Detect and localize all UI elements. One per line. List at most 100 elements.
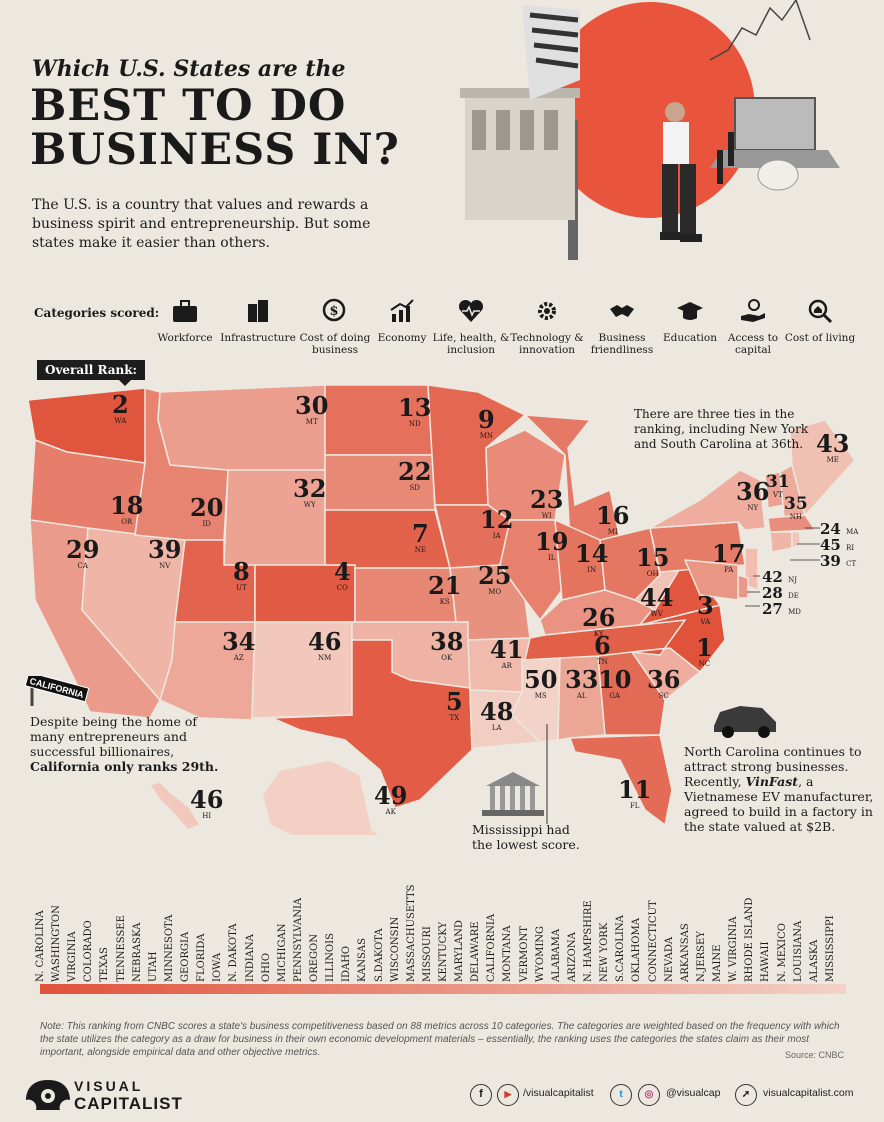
state-label-ar: 41 AR [490, 635, 524, 670]
state-label-ia: 12 IA [480, 505, 514, 540]
ranking-bar-label-text: W. VIRGINIA [728, 916, 740, 982]
category-workforce: Workforce [145, 298, 225, 344]
state-label-al: 33 AL [565, 665, 599, 700]
ranking-bar-label-text: NEBRASKA [131, 922, 143, 982]
northeast-leader-lines [745, 527, 820, 607]
state-label-ky: 26 KY [582, 603, 616, 638]
ranking-bar-label-text: WYOMING [534, 925, 546, 982]
category-cost-of-living: Cost of living [780, 298, 860, 344]
state-label-va: 3 VA [697, 591, 714, 626]
ranking-bar-label-text: MISSOURI [421, 926, 433, 982]
ranking-bar-label-text: OHIO [260, 952, 272, 982]
instagram-icon[interactable]: ◎ [638, 1084, 660, 1106]
overall-rank-label: Overall Rank: [37, 360, 145, 386]
category-label: Education [663, 332, 717, 344]
hand-money-icon [741, 299, 765, 322]
ranking-bar-label-text: WASHINGTON [51, 905, 63, 982]
state-shape-mi [523, 414, 621, 541]
category-label: Infrastructure [220, 332, 296, 344]
category-life-health-inclusion: Life, health, & inclusion [431, 298, 511, 356]
state-label-la: 48 LA [480, 697, 514, 732]
state-label-id: 20 ID [190, 493, 224, 528]
ranking-bar-label-text: TENNESSEE [115, 915, 127, 982]
ranking-bar-label-text: MARYLAND [454, 920, 466, 982]
cursor-icon[interactable]: ➚ [735, 1084, 757, 1106]
state-label-nh: 35 NH [784, 494, 808, 521]
ranking-bar-label-text: NEW YORK [599, 922, 611, 982]
briefcase-icon [173, 300, 197, 322]
north-carolina-note: North Carolina continues to attract stro… [684, 744, 874, 834]
state-label-ms: 50 MS [524, 665, 558, 700]
state-label-wi: 23 WI [530, 485, 564, 520]
category-technology-innovation: Technology & innovation [507, 298, 587, 356]
state-label-nm: 46 NM [308, 627, 342, 662]
state-label-tn: 6 TN [594, 631, 611, 666]
mississippi-pointer [546, 724, 548, 824]
ranking-bar-label-text: ALASKA [808, 939, 820, 982]
facebook-youtube-handle[interactable]: /visualcapitalist [523, 1087, 594, 1099]
twitter-icon[interactable]: t [610, 1084, 632, 1106]
california-sign-illustration: CALIFORNIA [24, 676, 90, 706]
ranking-bar-label-text: FLORIDA [196, 933, 208, 983]
categories-label: Categories scored: [34, 306, 160, 320]
stock-line-illustration [709, 0, 811, 61]
state-label-sc: 36 SC [647, 665, 681, 700]
ranking-bar-label-text: PENNSYLVANIA [292, 897, 304, 982]
state-shape-ma [767, 514, 817, 533]
businessman-illustration [660, 102, 702, 242]
state-label-nv: 39 NV [148, 535, 182, 570]
state-label-nc: 1 NC [696, 633, 713, 668]
ranking-bar-label-text: VERMONT [518, 926, 530, 982]
state-label-nj: 42 NJ [762, 568, 798, 586]
mississippi-note: Mississippi had the lowest score. [472, 822, 580, 852]
ranking-bar-label-text: ARIZONA [566, 932, 578, 982]
ranking-bar-label-text: LOUISIANA [792, 920, 804, 982]
capitol-building-illustration [482, 772, 544, 816]
ranking-bar-label-text: S.DAKOTA [373, 928, 385, 982]
youtube-icon[interactable]: ▶ [497, 1084, 519, 1106]
ranking-bar-label-text: DELAWARE [470, 921, 482, 982]
state-label-wy: 32 WY [293, 474, 327, 509]
state-label-sd: 22 SD [398, 457, 432, 492]
lightbulb-shape [545, 2, 755, 218]
ranking-bar-label-text: MICHIGAN [276, 923, 288, 982]
ranking-bar-labels: N. CAROLINA WASHINGTON VIRGINIA COLORADO TEX… [35, 872, 846, 983]
category-education: Education [650, 298, 730, 344]
car-illustration [714, 706, 776, 738]
state-label-ne: 7 NE [412, 519, 429, 554]
state-label-pa: 17 PA [712, 539, 746, 574]
state-shape-md [683, 559, 739, 601]
ranking-bar-label-text: ARKANSAS [679, 923, 691, 982]
brand-line2: CAPITALIST [74, 1094, 183, 1113]
growth-chart-icon [390, 299, 414, 322]
ranking-bar-label-text: MAINE [712, 944, 724, 982]
heart-pulse-icon [458, 299, 484, 322]
visual-capitalist-wordmark[interactable]: VISUAL CAPITALIST [74, 1078, 183, 1112]
state-label-fl: 11 FL [618, 775, 652, 810]
ranking-bar-label-text: N. CAROLINA [35, 910, 46, 982]
twitter-instagram-handle[interactable]: @visualcap [666, 1087, 721, 1099]
title-line-best: BEST TO DO [30, 81, 347, 131]
ranking-bar-label-text: IOWA [212, 952, 224, 982]
facebook-icon[interactable]: f [470, 1084, 492, 1106]
visual-capitalist-logo-icon [26, 1080, 70, 1110]
title-line-business: BUSINESS IN? [30, 125, 400, 175]
ranking-bar-label-text: GEORGIA [180, 931, 192, 982]
state-label-ct: 39 CT [820, 552, 857, 570]
state-label-co: 4 CO [334, 557, 351, 592]
state-label-mt: 30 MT [295, 391, 329, 426]
state-label-ma: 24 MA [820, 520, 859, 538]
state-label-tx: 5 TX [446, 687, 463, 722]
california-note: Despite being the home of many entrepren… [30, 714, 219, 774]
state-label-il: 19 IL [535, 527, 569, 562]
ranking-bar-label-text: ALABAMA [550, 928, 562, 982]
website-link[interactable]: visualcapitalist.com [763, 1087, 854, 1099]
state-label-mo: 25 MO [478, 561, 512, 596]
state-shape-ga [597, 651, 666, 736]
state-label-ks: 21 KS [428, 571, 462, 606]
ranking-bar-label-text: WISCONSIN [389, 916, 401, 982]
ranking-bar-label-text: INDIANA [244, 934, 256, 982]
state-label-md: 27 MD [762, 600, 801, 618]
ranking-bar-label-text: OKLAHOMA [631, 918, 643, 982]
ranking-bar-label-text: ILLINOIS [325, 933, 337, 982]
